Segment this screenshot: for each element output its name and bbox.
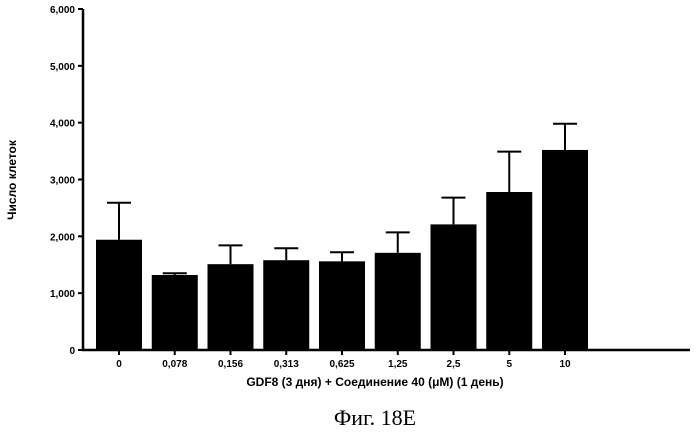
y-tick-label: 4,000 (50, 119, 75, 130)
x-tick-label: 2,5 (447, 359, 461, 370)
x-tick-label: 0,625 (329, 359, 354, 370)
x-tick-label: 1,25 (388, 359, 408, 370)
x-tick-label: 10 (559, 359, 571, 370)
bar (207, 264, 254, 350)
bar (430, 224, 477, 350)
x-tick-label: 0,156 (218, 359, 243, 370)
x-tick-label: 0 (116, 359, 122, 370)
bar (151, 274, 198, 350)
y-tick-label: 3,000 (50, 176, 75, 187)
x-axis-title: GDF8 (3 дня) + Соединение 40 (μM) (1 ден… (246, 375, 503, 389)
y-tick-label: 2,000 (50, 232, 75, 243)
y-tick-label: 0 (69, 346, 75, 357)
x-axis: 0 0,078 0,156 0,313 0,625 1,25 2,5 5 10 (82, 348, 690, 370)
bar (96, 239, 142, 350)
bar (374, 252, 421, 350)
bars (96, 122, 588, 350)
bar (486, 192, 533, 350)
y-axis: 0 1,000 2,000 3,000 4,000 5,000 6,000 (50, 5, 85, 357)
y-tick-label: 6,000 (50, 5, 75, 16)
bar (542, 149, 588, 350)
figure-caption: Фиг. 18Е (334, 405, 416, 430)
y-axis-title: Число клеток (5, 139, 19, 220)
y-tick-label: 1,000 (50, 289, 75, 300)
x-tick-label: 5 (506, 359, 512, 370)
bar (319, 261, 365, 350)
y-tick-label: 5,000 (50, 62, 75, 73)
x-tick-label: 0,078 (162, 359, 187, 370)
bar (263, 260, 310, 350)
x-tick-label: 0,313 (274, 359, 299, 370)
